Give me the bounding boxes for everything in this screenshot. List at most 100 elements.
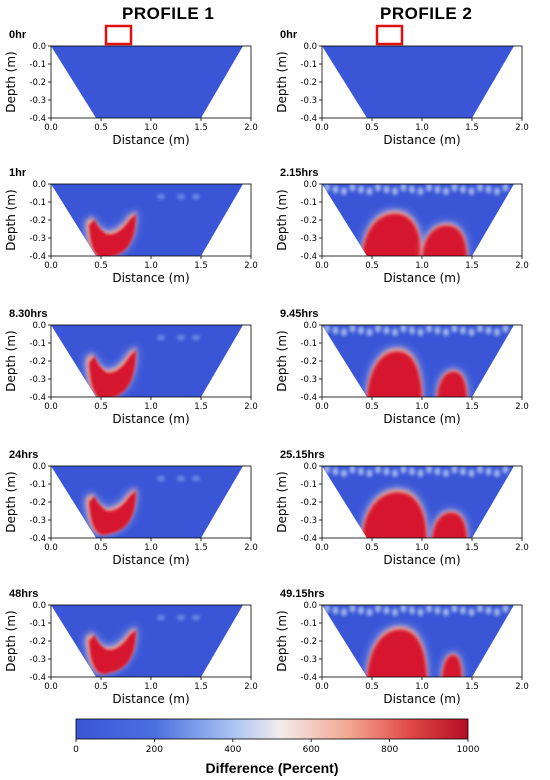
surface-speckle [177,334,185,341]
anomaly-core [432,512,467,538]
x-tick-label: 0.5 [94,402,108,412]
anomaly-group [324,184,509,256]
surface-speckle [502,325,509,333]
y-tick-label: 0.0 [303,462,317,472]
x-tick-label: 2.0 [244,123,258,133]
marker-box [104,24,133,46]
y-tick-label: -0.3 [300,655,317,665]
anomaly-core [367,351,422,397]
x-tick-label: 1.0 [415,402,429,412]
y-tick-label: -0.2 [29,216,46,226]
y-tick-label: -0.3 [29,516,46,526]
surface-speckle [383,606,390,615]
y-tick-label: -0.2 [300,357,317,367]
y-axis-label: Depth (m) [4,610,18,671]
y-tick-label: -0.3 [300,234,317,244]
x-axis-label: Distance (m) [383,412,460,426]
surface-speckle [375,325,381,333]
surface-speckle [409,326,415,335]
marker-box [375,24,404,46]
surface-speckle [358,606,364,615]
colorbar-gradient [75,718,469,740]
x-tick-label: 1.5 [194,682,208,692]
surface-speckle [443,328,449,337]
section-fill [51,466,243,538]
surface-speckle [332,326,339,335]
surface-speckle [451,605,458,613]
surface-speckle [341,469,347,478]
y-tick-label: -0.4 [29,534,46,544]
surface-speckle [434,185,441,194]
x-axis-label: Distance (m) [383,692,460,706]
surface-speckle [157,334,165,341]
surface-speckle [417,608,424,617]
panel-2-1: 0hr 0.0 0.5 1.0 1.5 2.0 0.0 -0.1 -0.2 -0.3 -0.4 Dis… [275,24,529,147]
anomaly-core [89,214,137,256]
x-tick-label: 0.5 [94,682,108,692]
x-tick-label: 0.0 [315,402,329,412]
surface-speckle [443,469,449,478]
y-tick-label: -0.4 [29,673,46,683]
surface-speckle [400,466,407,474]
surface-speckle [192,334,200,341]
surface-speckle [392,187,398,196]
y-tick-label: -0.1 [29,339,46,349]
x-tick-label: 2.0 [244,402,258,412]
surface-speckle [349,605,356,613]
x-tick-label: 0.0 [44,261,58,271]
y-tick-label: -0.3 [29,655,46,665]
y-tick-label: -0.4 [300,114,317,124]
anomaly-group [86,614,200,674]
y-axis-label: Depth (m) [4,330,18,391]
y-tick-label: -0.2 [300,78,317,88]
y-axis-label: Depth (m) [275,51,289,112]
surface-speckle [434,467,441,476]
y-tick-label: -0.1 [29,60,46,70]
anomaly-core [89,630,136,674]
y-tick-label: -0.2 [29,357,46,367]
x-axis-label: Distance (m) [112,271,189,285]
surface-speckle [460,326,466,335]
surface-speckle [494,608,500,617]
surface-speckle [177,614,185,621]
surface-speckle [341,187,347,196]
x-tick-label: 1.5 [194,123,208,133]
surface-speckle [332,467,339,476]
x-tick-label: 2.0 [515,682,529,692]
surface-speckle [426,184,432,192]
profile-2-title: PROFILE 2 [380,4,473,23]
surface-speckle [332,606,339,615]
x-axis-label: Distance (m) [112,133,189,147]
surface-speckle [417,187,424,196]
surface-speckle [451,466,458,474]
surface-speckle [426,325,432,333]
x-tick-label: 1.0 [144,682,158,692]
surface-speckle [468,328,475,337]
y-tick-label: 0.0 [32,462,46,472]
x-tick-label: 1.0 [144,123,158,133]
x-tick-label: 1.0 [415,682,429,692]
surface-speckle [366,608,373,617]
surface-speckle [157,193,165,200]
anomaly-core [442,655,462,677]
surface-speckle [409,185,415,194]
y-tick-label: -0.1 [29,198,46,208]
colorbar: 0 200 400 600 800 1000 Difference (Percent) [73,718,480,776]
x-tick-label: 1.0 [415,543,429,553]
x-tick-label: 1.0 [415,123,429,133]
colorbar-tick-label: 400 [224,745,241,755]
anomaly-group [86,334,200,397]
x-axis-label: Distance (m) [112,553,189,567]
surface-speckle [417,469,424,478]
surface-speckle [192,475,200,482]
time-label: 8.30hrs [9,308,48,320]
surface-speckle [366,469,373,478]
surface-speckle [358,467,364,476]
x-tick-label: 0.0 [315,123,329,133]
x-tick-label: 1.5 [194,402,208,412]
anomaly-core [437,371,467,397]
section-fill [322,46,514,118]
colorbar-tick-label: 1000 [457,745,480,755]
